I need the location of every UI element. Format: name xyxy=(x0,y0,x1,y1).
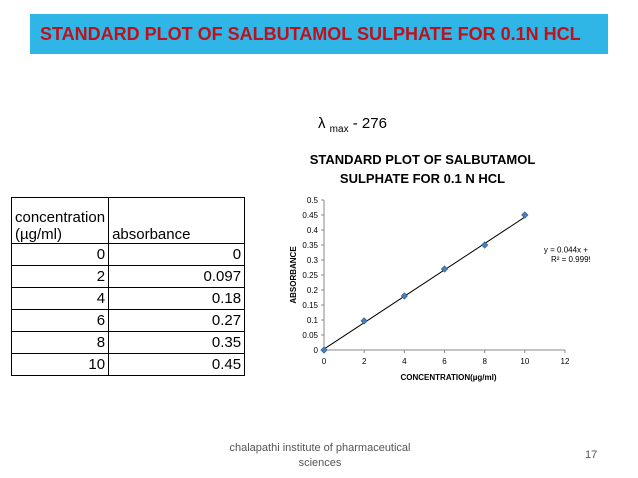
trendline-equation: y = 0.044x + 0.003 xyxy=(544,246,590,255)
data-point xyxy=(440,265,449,273)
lambda-max-label: λ max - 276 xyxy=(318,115,387,135)
lambda-symbol: λ xyxy=(318,115,326,132)
table-cell: 0.097 xyxy=(108,265,246,288)
y-tick-label: 0.15 xyxy=(302,301,318,310)
x-tick-label: 2 xyxy=(362,357,367,366)
slide-title: STANDARD PLOT OF SALBUTAMOL SULPHATE FOR… xyxy=(30,14,608,54)
data-point xyxy=(360,317,368,325)
table-cell: 0.18 xyxy=(108,287,246,310)
y-tick-label: 0.05 xyxy=(302,331,318,340)
x-tick-label: 8 xyxy=(482,357,487,366)
footer-line2: sciences xyxy=(298,457,342,469)
header-concentration-line1: concentration xyxy=(15,209,106,226)
table-cell: 6 xyxy=(10,309,110,332)
table-cell: 0.35 xyxy=(108,331,246,354)
y-tick-label: 0.45 xyxy=(302,211,318,220)
table-row: 6 0.27 xyxy=(10,309,246,332)
table-header-absorbance: absorbance xyxy=(108,197,246,244)
r-squared-label: R² = 0.9999 xyxy=(551,255,590,264)
y-tick-label: 0.2 xyxy=(307,286,319,295)
data-point xyxy=(320,346,328,354)
data-point xyxy=(481,241,489,249)
y-axis-label: ABSORBANCE xyxy=(289,246,298,304)
table-row: 10 0.45 xyxy=(10,353,246,376)
lambda-value: - 276 xyxy=(348,115,387,132)
table-cell: 0.27 xyxy=(108,309,246,332)
table-row: 4 0.18 xyxy=(10,287,246,310)
data-point xyxy=(400,292,408,300)
x-tick-label: 10 xyxy=(520,357,529,366)
chart-title-line2: SULPHATE FOR 0.1 N HCL xyxy=(339,171,506,186)
footer-institute: chalapathi institute of pharmaceutical s… xyxy=(225,441,415,471)
y-tick-label: 0.4 xyxy=(307,226,319,235)
table-cell: 0 xyxy=(108,243,246,266)
y-tick-label: 0.3 xyxy=(307,256,319,265)
x-tick-label: 4 xyxy=(402,357,407,366)
y-tick-label: 0.25 xyxy=(302,271,318,280)
table-cell: 0.45 xyxy=(108,353,246,376)
table-header-concentration: concentration (µg/ml) xyxy=(10,197,110,244)
x-axis-label: CONCENTRATION(µg/ml) xyxy=(400,373,496,382)
table-cell: 4 xyxy=(10,287,110,310)
data-point xyxy=(521,211,529,219)
table-row: 8 0.35 xyxy=(10,331,246,354)
page-number: 17 xyxy=(585,449,598,461)
footer-line1: chalapathi institute of pharmaceutical xyxy=(229,442,411,454)
chart-title: STANDARD PLOT OF SALBUTAMOL SULPHATE FOR… xyxy=(290,150,555,188)
y-tick-label: 0.1 xyxy=(307,316,319,325)
table-cell: 10 xyxy=(10,353,110,376)
table-row: 2 0.097 xyxy=(10,265,246,288)
trendline xyxy=(323,216,526,350)
y-tick-label: 0 xyxy=(314,346,319,355)
y-tick-label: 0.35 xyxy=(302,241,318,250)
header-concentration-line2: (µg/ml) xyxy=(15,226,62,243)
x-tick-label: 0 xyxy=(322,357,327,366)
x-tick-label: 12 xyxy=(561,357,570,366)
chart-title-line1: STANDARD PLOT OF SALBUTAMOL xyxy=(309,152,536,167)
table-cell: 2 xyxy=(10,265,110,288)
table-cell: 8 xyxy=(10,331,110,354)
y-tick-label: 0.5 xyxy=(307,196,319,205)
scatter-chart: 0 0.05 0.1 0.15 0.2 0.25 0.3 0.35 0.4 0.45 0.5 0 2 4 6… xyxy=(289,196,590,382)
x-tick-label: 6 xyxy=(442,357,447,366)
lambda-subscript: max xyxy=(329,124,349,135)
table-header-row: concentration (µg/ml) absorbance xyxy=(10,197,246,244)
table-cell: 0 xyxy=(10,243,110,266)
